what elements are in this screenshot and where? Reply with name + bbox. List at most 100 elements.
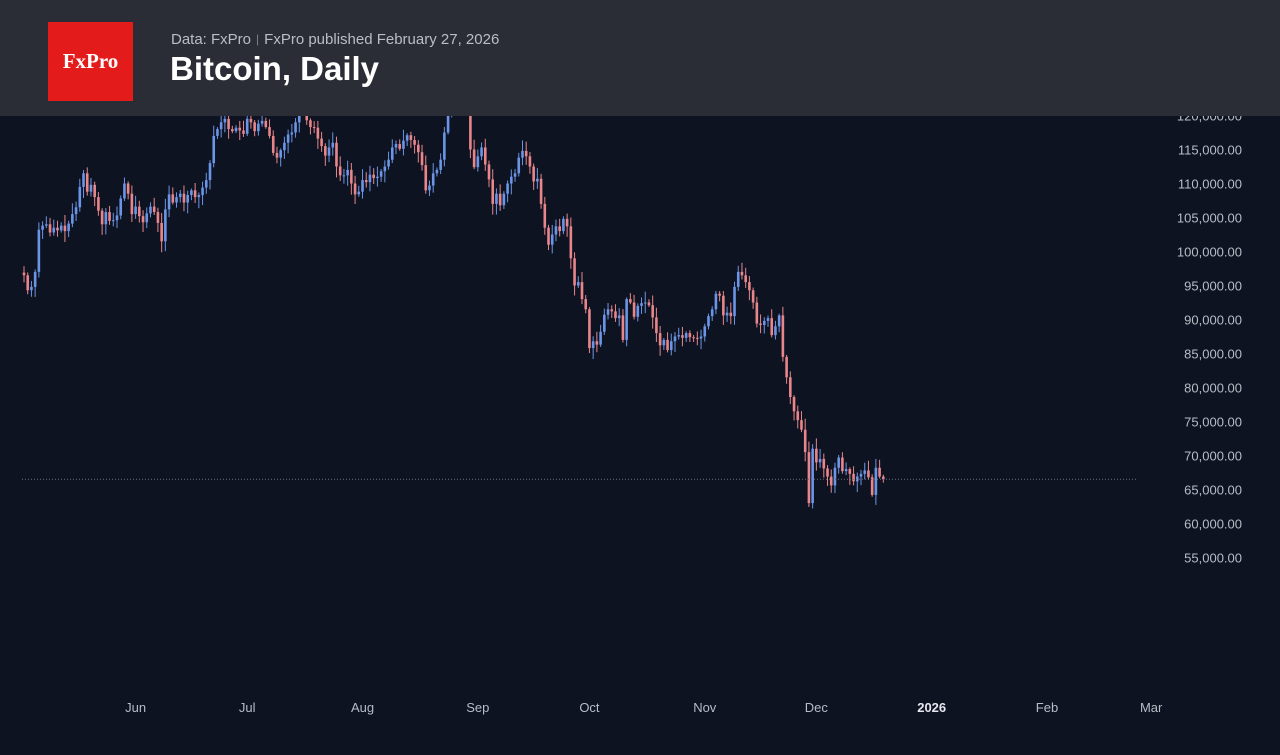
candle-body	[275, 152, 279, 158]
candle	[651, 295, 654, 329]
candle-body	[506, 183, 509, 194]
candle	[759, 314, 762, 334]
candle-body	[85, 173, 89, 192]
candle	[777, 313, 781, 333]
candle	[848, 467, 852, 485]
candle	[748, 276, 751, 301]
x-tick-label: Aug	[351, 700, 374, 715]
candle-body	[483, 147, 487, 165]
candle-body	[387, 159, 390, 167]
candle-body	[56, 227, 59, 231]
candle	[409, 131, 413, 148]
candle-body	[52, 227, 56, 233]
candle-body	[736, 271, 740, 287]
candle	[312, 121, 316, 134]
candle-body	[45, 224, 48, 226]
candle-body	[811, 448, 814, 504]
candle	[480, 142, 483, 161]
candle	[424, 155, 428, 194]
candle	[506, 180, 509, 203]
candle-body	[595, 341, 599, 345]
candle	[595, 331, 599, 353]
candle-body	[63, 225, 67, 232]
candle	[629, 293, 632, 305]
candle-body	[383, 166, 387, 172]
candle	[115, 206, 119, 229]
candle-body	[201, 187, 204, 196]
candle	[201, 181, 204, 206]
y-tick-label: 95,000.00	[1184, 279, 1242, 294]
candle	[610, 305, 614, 319]
y-tick-label: 85,000.00	[1184, 347, 1242, 362]
candle	[152, 197, 156, 216]
candle	[469, 116, 472, 159]
candle-body	[253, 122, 256, 132]
chart-meta: Data: FxPro | FxPro published February 27,…	[171, 31, 499, 48]
candle-body	[562, 218, 565, 232]
candle	[67, 220, 70, 238]
candle-body	[651, 305, 654, 318]
candle-body	[524, 150, 528, 157]
candle-body	[100, 210, 104, 225]
candle-body	[435, 169, 439, 174]
candle-body	[666, 339, 669, 351]
candle	[297, 116, 301, 133]
candle-body	[550, 234, 554, 245]
candle	[145, 207, 149, 229]
candle	[785, 354, 788, 384]
candle	[707, 313, 710, 330]
candle-body	[156, 212, 160, 223]
candle	[491, 169, 495, 215]
logo-text: FxPro	[62, 49, 119, 73]
candle	[22, 266, 26, 283]
candle	[502, 191, 506, 209]
candle-body	[93, 184, 96, 198]
candle	[599, 324, 602, 347]
candle-body	[134, 206, 137, 215]
candle	[517, 152, 521, 177]
candle-body	[882, 476, 885, 480]
candle-body	[684, 333, 688, 338]
candle-body	[439, 159, 442, 170]
candle-body	[714, 293, 718, 310]
candle-body	[446, 116, 450, 133]
candle	[640, 297, 643, 314]
candle	[383, 160, 387, 183]
candle-body	[692, 337, 695, 339]
candle-body	[178, 193, 182, 198]
candle-body	[108, 212, 111, 221]
y-tick-label: 90,000.00	[1184, 313, 1242, 328]
candle	[376, 166, 379, 187]
candle-body	[718, 293, 721, 296]
candle-body	[145, 213, 149, 223]
candle-body	[673, 336, 677, 342]
candle-body	[141, 216, 145, 223]
candle	[677, 327, 681, 340]
x-tick-label: Mar	[1140, 700, 1163, 715]
candle	[160, 213, 163, 253]
candle	[309, 118, 312, 135]
candle	[350, 163, 353, 195]
candle	[71, 203, 74, 228]
candle-body	[167, 194, 171, 210]
y-tick-label: 115,000.00	[1178, 143, 1242, 158]
candle-body	[640, 303, 643, 306]
y-tick-label: 70,000.00	[1184, 449, 1242, 464]
candle-body	[513, 173, 517, 177]
candle	[219, 116, 223, 138]
candle	[852, 466, 855, 486]
candle	[744, 267, 747, 288]
candle-body	[376, 176, 379, 179]
candle	[186, 190, 189, 214]
candle-body	[614, 311, 617, 319]
candles	[22, 116, 885, 509]
candle	[882, 474, 885, 483]
candle	[536, 167, 539, 189]
candle	[208, 160, 212, 190]
candle	[167, 185, 171, 218]
candle	[733, 281, 736, 325]
candle-body	[283, 142, 286, 151]
candle-body	[855, 476, 859, 482]
candle	[93, 181, 96, 207]
candle	[606, 303, 610, 320]
